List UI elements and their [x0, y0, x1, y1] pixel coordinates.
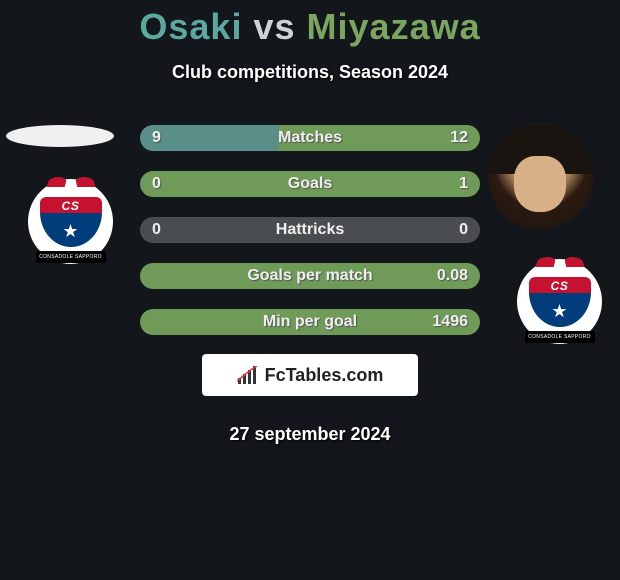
badge-banner: CONSADOLE SAPPORO	[525, 331, 595, 343]
stat-row: Min per goal 1496	[140, 309, 480, 335]
title-vs: vs	[253, 6, 295, 47]
stat-value-right: 12	[450, 129, 468, 147]
badge-shield: CS ★	[529, 277, 591, 327]
stat-value-left: 0	[152, 221, 161, 239]
stat-row: 0 Goals 1	[140, 171, 480, 197]
badge-banner: CONSADOLE SAPPORO	[36, 251, 106, 263]
badge-graphic: CS ★ CONSADOLE SAPPORO	[529, 267, 591, 337]
badge-shield: CS ★	[40, 197, 102, 247]
date-text: 27 september 2024	[0, 424, 620, 445]
stat-value-left: 9	[152, 129, 161, 147]
stats-container: 9 Matches 12 0 Goals 1 0 Hattricks 0 Goals per ma…	[140, 125, 480, 355]
stat-label: Matches	[278, 129, 342, 147]
star-icon: ★	[551, 301, 567, 322]
player-left-photo-placeholder	[6, 125, 114, 147]
stat-label: Goals per match	[247, 267, 372, 285]
stat-value-right: 0	[459, 221, 468, 239]
stat-value-left: 0	[152, 175, 161, 193]
badge-graphic: CS ★ CONSADOLE SAPPORO	[40, 187, 102, 257]
badge-owl-eyes	[529, 257, 591, 271]
stat-row: Goals per match 0.08	[140, 263, 480, 289]
star-icon: ★	[62, 221, 78, 242]
face-skin-shape	[514, 156, 566, 212]
stat-row: 0 Hattricks 0	[140, 217, 480, 243]
subtitle: Club competitions, Season 2024	[0, 62, 620, 83]
team-badge-left: CS ★ CONSADOLE SAPPORO	[28, 179, 113, 264]
stat-row: 9 Matches 12	[140, 125, 480, 151]
logo-text: FcTables.com	[265, 365, 384, 386]
page-title: Osaki vs Miyazawa	[0, 0, 620, 48]
badge-initials: CS	[529, 279, 591, 293]
stat-value-right: 0.08	[437, 267, 468, 285]
fctables-logo: FcTables.com	[202, 354, 418, 396]
stat-label: Hattricks	[276, 221, 344, 239]
stat-value-right: 1	[459, 175, 468, 193]
team-badge-right: CS ★ CONSADOLE SAPPORO	[517, 259, 602, 344]
badge-owl-eyes	[40, 177, 102, 191]
stat-value-right: 1496	[432, 313, 468, 331]
bar-chart-icon	[237, 366, 259, 384]
player-right-photo	[488, 124, 593, 229]
stat-label: Min per goal	[263, 313, 357, 331]
title-player-right: Miyazawa	[307, 6, 481, 47]
stat-label: Goals	[288, 175, 332, 193]
badge-initials: CS	[40, 199, 102, 213]
title-player-left: Osaki	[139, 6, 242, 47]
